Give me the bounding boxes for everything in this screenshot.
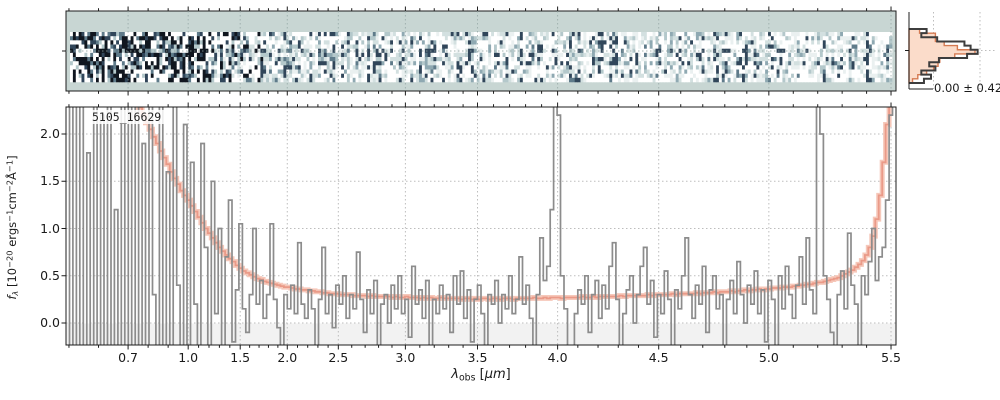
x-tick-label: 2.5	[328, 350, 349, 365]
label-token: μm	[484, 367, 506, 382]
y-axis-label: fλ [10−20 ergs−1cm−2Å−1]	[5, 113, 22, 343]
main-data	[68, 107, 894, 345]
main-panel-border	[65, 106, 897, 346]
label-token: −1	[4, 159, 15, 173]
label-token: cm	[4, 192, 19, 210]
label-token: ]	[4, 155, 19, 160]
label-token: [	[475, 367, 485, 382]
x-axis-label: λobs [μm]	[381, 367, 581, 383]
x-tick-label: 5.5	[881, 350, 901, 365]
histogram-salmon-series	[908, 28, 976, 84]
label-token: λ	[10, 290, 21, 296]
label-token: −1	[4, 209, 15, 222]
histogram-gray-series	[909, 28, 979, 84]
x-tick-label: 1.5	[230, 350, 251, 365]
y-tick-label: 0.0	[40, 315, 60, 330]
x-tick-label: 3.0	[395, 350, 416, 365]
label-token: λ	[451, 367, 459, 382]
label-token: −2	[4, 179, 15, 193]
flux-line	[68, 107, 894, 345]
x-tick-label: 1.0	[178, 350, 199, 365]
spectrum-2d-gridlines	[66, 11, 896, 91]
x-tick-label: 4.0	[547, 350, 568, 365]
y-tick-label: 1.5	[40, 173, 60, 189]
x-tick-label: 4.5	[648, 350, 669, 365]
pixel-histogram-panel	[905, 12, 997, 90]
label-token: Å	[4, 172, 19, 180]
spectrum-2d-noise	[70, 32, 893, 83]
y-tick-label: 1.0	[40, 220, 60, 236]
x-tick-label: 3.5	[467, 350, 488, 365]
x-tick-label: 5.0	[758, 350, 779, 365]
y-tick-label: 0.5	[40, 267, 60, 283]
tick-marks	[61, 6, 892, 350]
histogram-stat-label: 0.00 ± 0.42	[934, 81, 1000, 95]
label-token: −20	[4, 250, 15, 268]
label-token: obs	[458, 372, 476, 384]
x-tick-label: 2.0	[277, 350, 298, 365]
spectrum-id-label: 5105_16629	[89, 110, 165, 124]
y-tick-label: 2.0	[40, 126, 60, 141]
spectrum-1d-panel	[65, 106, 897, 346]
label-token: f	[4, 295, 19, 300]
x-tick-label: 0.7	[118, 350, 139, 365]
label-token: ]	[505, 367, 511, 382]
label-token: ergs	[4, 221, 19, 251]
below-zero-band	[66, 323, 896, 345]
spectrum-2d-panel	[62, 10, 897, 92]
label-token: [10	[4, 267, 19, 291]
